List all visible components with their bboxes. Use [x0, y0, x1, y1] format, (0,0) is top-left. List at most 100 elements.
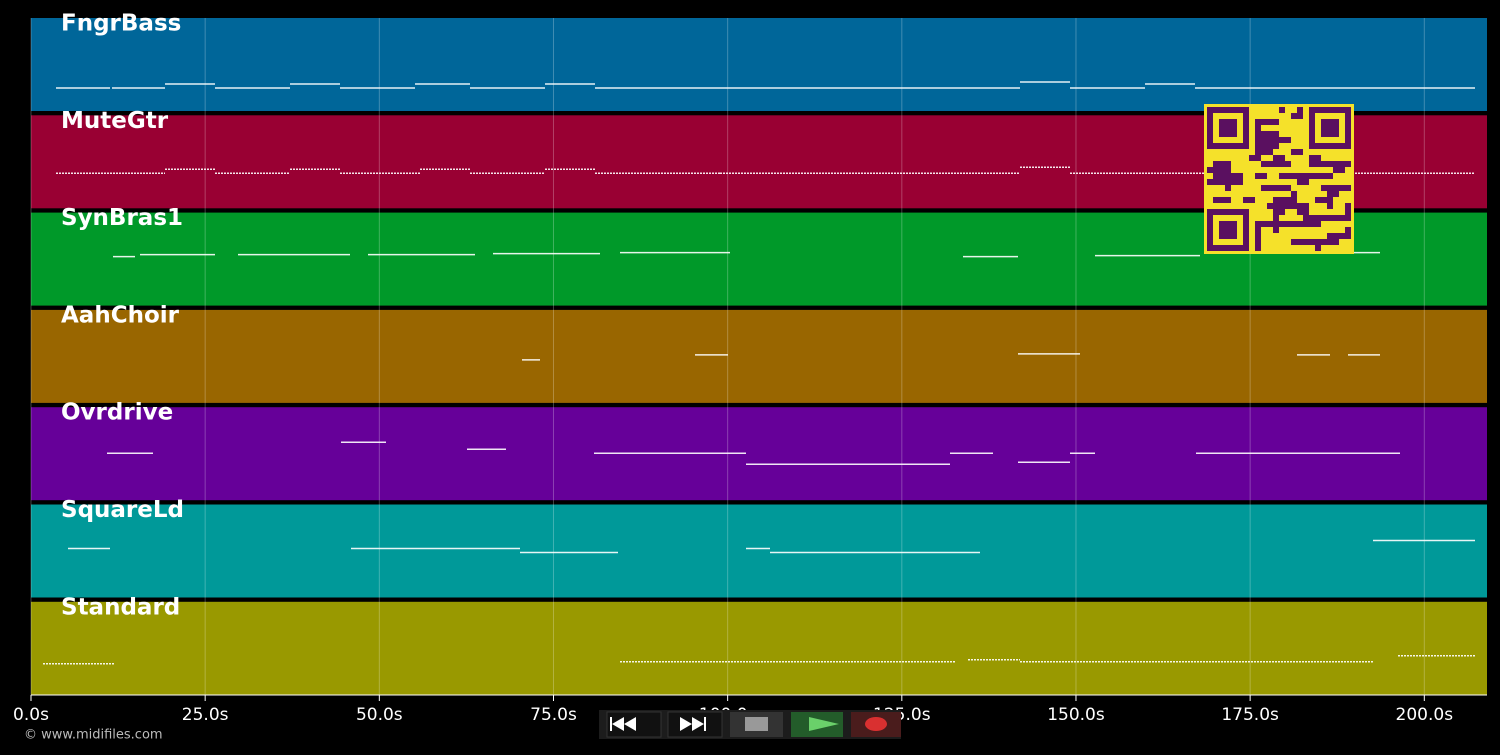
qr-module: [1249, 155, 1255, 161]
qr-module: [1327, 239, 1333, 245]
qr-module: [1291, 239, 1297, 245]
qr-module: [1261, 221, 1267, 227]
track-labels: FngrBass MuteGtr SynBras1 AahChoir Ovrdrive S…: [61, 11, 184, 621]
qr-module: [1279, 209, 1285, 215]
track-name: FngrBass: [61, 11, 181, 37]
track-lane: [31, 504, 1487, 598]
qr-module: [1339, 167, 1345, 173]
qr-module: [1327, 173, 1333, 179]
qr-module: [1321, 239, 1327, 245]
fast-forward-button[interactable]: [667, 711, 723, 738]
qr-module: [1315, 173, 1321, 179]
qr-module: [1297, 113, 1303, 119]
play-icon: [809, 717, 839, 731]
x-tick-label: 200.0s: [1396, 705, 1454, 725]
track-lane: [31, 309, 1487, 403]
qr-module: [1327, 161, 1333, 167]
track-name: Standard: [61, 594, 180, 620]
play-button[interactable]: [791, 712, 843, 737]
qr-module: [1345, 161, 1351, 167]
qr-module: [1255, 227, 1261, 233]
qr-module: [1333, 185, 1339, 191]
track-name: SynBras1: [61, 205, 183, 231]
qr-module: [1327, 203, 1333, 209]
qr-module: [1213, 197, 1219, 203]
qr-module: [1255, 131, 1261, 137]
qr-module: [1327, 215, 1333, 221]
qr-module: [1297, 239, 1303, 245]
qr-module: [1261, 137, 1267, 143]
qr-module: [1297, 179, 1303, 185]
qr-module: [1309, 155, 1315, 161]
qr-module: [1315, 239, 1321, 245]
qr-module: [1261, 119, 1267, 125]
qr-module: [1333, 161, 1339, 167]
qr-module: [1213, 173, 1219, 179]
qr-module: [1333, 215, 1339, 221]
qr-module: [1279, 197, 1285, 203]
qr-module: [1291, 221, 1297, 227]
qr-module: [1291, 203, 1297, 209]
fast-forward-icon-bar: [704, 717, 706, 731]
record-button[interactable]: [851, 712, 901, 737]
qr-module: [1213, 161, 1219, 167]
qr-module: [1303, 173, 1309, 179]
qr-module: [1255, 125, 1261, 131]
qr-module: [1231, 179, 1237, 185]
track-name: MuteGtr: [61, 108, 169, 134]
x-tick-label: 0.0s: [13, 705, 49, 725]
qr-module: [1321, 173, 1327, 179]
qr-module: [1249, 197, 1255, 203]
stop-button[interactable]: [730, 712, 783, 737]
qr-module: [1255, 119, 1261, 125]
qr-module: [1219, 173, 1225, 179]
qr-module: [1315, 215, 1321, 221]
qr-module: [1219, 179, 1225, 185]
qr-module: [1261, 149, 1267, 155]
qr-module: [1291, 113, 1297, 119]
qr-module: [1273, 221, 1279, 227]
x-tick-label: 75.0s: [530, 705, 577, 725]
track-name: AahChoir: [61, 302, 180, 328]
qr-module: [1327, 185, 1333, 191]
transport-controls: [599, 710, 901, 739]
qr-module: [1285, 161, 1291, 167]
track-lane: [31, 601, 1487, 695]
fast-forward-button-bg[interactable]: [667, 711, 723, 738]
qr-module: [1279, 155, 1285, 161]
qr-module: [1285, 185, 1291, 191]
qr-module: [1297, 173, 1303, 179]
qr-module: [1327, 197, 1333, 203]
qr-module: [1255, 143, 1261, 149]
qr-module: [1273, 215, 1279, 221]
qr-module: [1213, 167, 1219, 173]
qr-module: [1267, 161, 1273, 167]
qr-module: [1273, 119, 1279, 125]
qr-module: [1345, 185, 1351, 191]
track-name: SquareLd: [61, 497, 184, 523]
qr-module: [1297, 209, 1303, 215]
qr-module: [1321, 197, 1327, 203]
x-tick-label: 50.0s: [356, 705, 403, 725]
qr-module: [1285, 137, 1291, 143]
qr-module: [1285, 197, 1291, 203]
qr-module: [1261, 173, 1267, 179]
qr-module: [1255, 137, 1261, 143]
qr-module: [1273, 155, 1279, 161]
qr-module: [1345, 215, 1351, 221]
qr-module: [1315, 221, 1321, 227]
qr-module: [1345, 209, 1351, 215]
qr-module: [1219, 161, 1225, 167]
qr-module: [1267, 131, 1273, 137]
qr-module: [1255, 149, 1261, 155]
qr-module: [1273, 227, 1279, 233]
qr-module: [1279, 161, 1285, 167]
qr-module: [1207, 167, 1213, 173]
stop-icon: [745, 717, 768, 731]
qr-module: [1333, 191, 1339, 197]
qr-module: [1255, 239, 1261, 245]
rewind-button[interactable]: [606, 711, 662, 738]
qr-finder: [1321, 119, 1339, 137]
